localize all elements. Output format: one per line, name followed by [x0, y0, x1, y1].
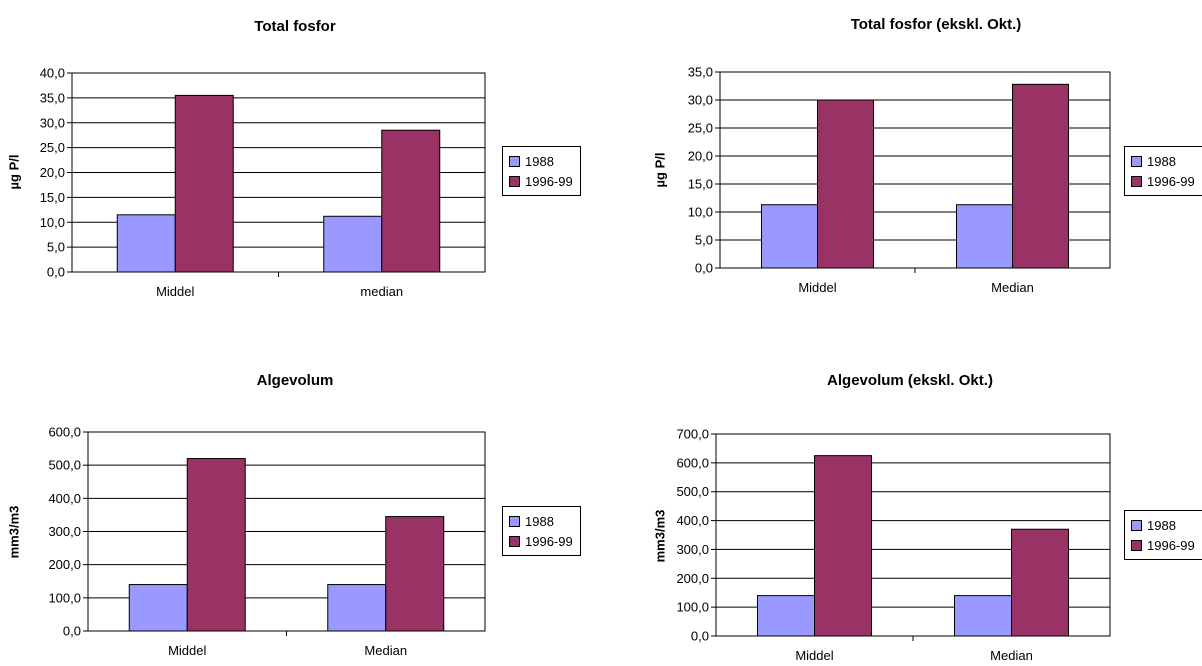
y-tick-label: 600,0: [48, 425, 81, 440]
y-tick-label: 400,0: [676, 513, 709, 528]
y-tick-label: 500,0: [676, 484, 709, 499]
legend-label: 1996-99: [1147, 537, 1195, 553]
y-tick-label: 20,0: [688, 149, 713, 164]
y-tick-label: 25,0: [688, 121, 713, 136]
y-tick-label: 100,0: [676, 600, 709, 615]
bar-1988-middel: [761, 204, 818, 269]
x-tick-label: median: [360, 284, 403, 299]
legend-swatch-1996-99: [509, 175, 520, 187]
y-tick-label: 0,0: [691, 629, 709, 644]
y-tick-label: 20,0: [40, 165, 65, 180]
chart-title: Algevolum: [256, 372, 334, 389]
y-tick-label: 500,0: [48, 458, 81, 473]
legend-label: 1996-99: [525, 533, 573, 549]
x-tick-label: Median: [364, 643, 407, 658]
legend-item: 1996-99: [509, 531, 574, 551]
x-tick-label: Middel: [798, 280, 836, 295]
bar-1988-median: [956, 204, 1013, 269]
y-tick-label: 35,0: [688, 65, 713, 80]
legend-swatch-1996-99: [509, 535, 520, 547]
x-tick-label: Median: [991, 280, 1034, 295]
y-tick-label: 40,0: [40, 66, 65, 81]
y-tick-label: 300,0: [48, 524, 81, 539]
legend-label: 1988: [525, 153, 554, 169]
legend-item: 1988: [1131, 515, 1196, 535]
legend-item: 1996-99: [1131, 171, 1196, 191]
y-tick-label: 10,0: [688, 205, 713, 220]
legend: 1988 1996-99: [502, 506, 581, 556]
legend-swatch-1988: [509, 155, 520, 167]
legend-label: 1996-99: [1147, 173, 1195, 189]
y-tick-label: 100,0: [48, 590, 81, 605]
y-tick-label: 25,0: [40, 140, 65, 155]
legend-label: 1996-99: [525, 173, 573, 189]
legend-item: 1996-99: [509, 171, 574, 191]
x-tick-label: Middel: [168, 643, 206, 658]
y-tick-label: 300,0: [676, 542, 709, 557]
bar-1996-99-median: [385, 516, 445, 632]
y-tick-label: 400,0: [48, 491, 81, 506]
x-tick-label: Middel: [795, 648, 833, 663]
chart-title: Total fosfor: [254, 18, 336, 35]
y-tick-label: 5,0: [695, 233, 713, 248]
chart-plot: 0,0 5,0 10,0 15,0 20,0 25,0 30,0 35,0 Middel Medi…: [688, 65, 1111, 295]
y-tick-label: 5,0: [47, 240, 65, 255]
y-tick-label: 600,0: [676, 455, 709, 470]
legend-label: 1988: [1147, 517, 1176, 533]
bar-1996-99-middel: [814, 455, 872, 637]
legend-item: 1988: [1131, 151, 1196, 171]
y-tick-label: 0,0: [47, 265, 65, 280]
legend-label: 1988: [525, 513, 554, 529]
chart-plot: 0,0 5,0 10,0 15,0 20,0 25,0 30,0 35,0 40,0 Middel…: [40, 66, 486, 299]
chart-title: Algevolum (ekskl. Okt.): [827, 372, 993, 389]
bar-1996-99-median: [1011, 528, 1069, 637]
legend-item: 1996-99: [1131, 535, 1196, 555]
legend-swatch-1988: [509, 515, 520, 527]
y-tick-label: 10,0: [40, 215, 65, 230]
legend: 1988 1996-99: [1124, 146, 1202, 196]
y-tick-label: 30,0: [688, 93, 713, 108]
y-tick-label: 200,0: [676, 571, 709, 586]
legend-swatch-1988: [1131, 155, 1142, 167]
bar-1988-median: [954, 595, 1012, 637]
y-tick-label: 15,0: [40, 190, 65, 205]
y-tick-label: 0,0: [695, 261, 713, 276]
bar-1996-99-median: [1012, 83, 1069, 269]
legend: 1988 1996-99: [1124, 510, 1202, 560]
x-tick-label: Median: [990, 648, 1033, 663]
bar-1996-99-median: [381, 129, 441, 273]
y-tick-label: 30,0: [40, 115, 65, 130]
y-tick-label: 15,0: [688, 177, 713, 192]
legend-item: 1988: [509, 151, 574, 171]
y-tick-label: 200,0: [48, 557, 81, 572]
bar-1996-99-middel: [817, 99, 874, 269]
chart-title: Total fosfor (ekskl. Okt.): [850, 16, 1022, 33]
legend-swatch-1996-99: [1131, 175, 1142, 187]
legend-item: 1988: [509, 511, 574, 531]
legend: 1988 1996-99: [502, 146, 581, 196]
bar-1996-99-middel: [186, 458, 246, 632]
y-tick-label: 700,0: [676, 427, 709, 442]
legend-swatch-1996-99: [1131, 539, 1142, 551]
bar-1988-middel: [757, 595, 815, 637]
bar-1988-middel: [128, 584, 188, 632]
bar-1988-median: [323, 215, 383, 273]
legend-swatch-1988: [1131, 519, 1142, 531]
x-tick-label: Middel: [156, 284, 194, 299]
legend-label: 1988: [1147, 153, 1176, 169]
y-tick-label: 0,0: [63, 624, 81, 639]
y-tick-label: 35,0: [40, 90, 65, 105]
bar-1996-99-middel: [174, 94, 234, 273]
chart-plot: 0,0 100,0 200,0 300,0 400,0 500,0 600,0 Middel M…: [48, 425, 486, 658]
bar-1988-middel: [116, 214, 176, 273]
